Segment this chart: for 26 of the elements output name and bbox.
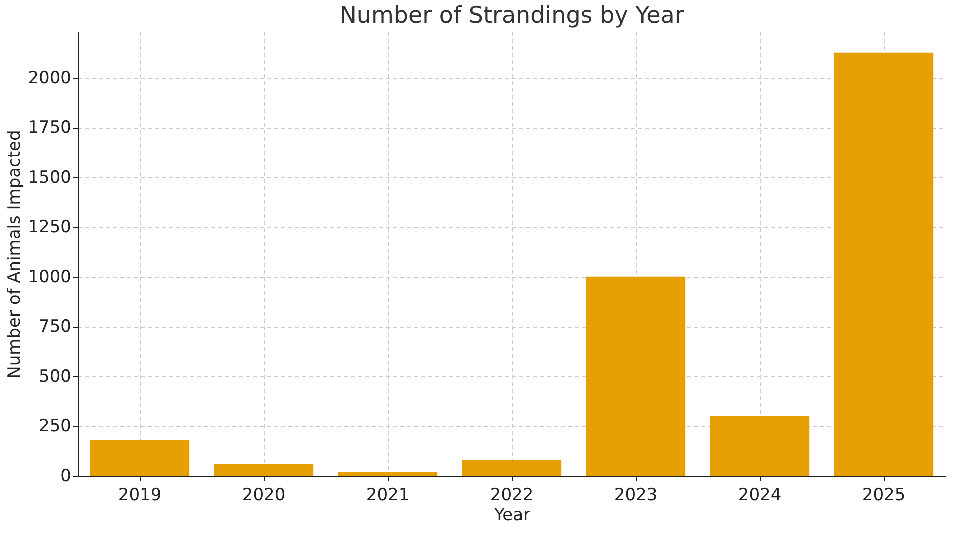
x-tick-label: 2019 [118,486,162,506]
bar [710,416,810,476]
y-tick-label: 1000 [28,267,72,288]
bar [90,440,190,476]
x-tick-label: 2020 [242,486,286,506]
bar [214,464,314,476]
y-tick-label: 1750 [28,118,72,138]
x-tick-label: 2023 [614,486,658,506]
y-tick-label: 500 [39,366,72,387]
x-tick-label: 2025 [862,486,906,506]
bar [338,472,438,476]
bar [834,52,934,476]
x-tick-label: 2024 [738,486,782,506]
bar [586,276,686,476]
chart-title: Number of Strandings by Year [340,3,685,29]
x-tick-label: 2022 [490,486,534,506]
y-axis-title: Number of Animals Impacted [5,130,26,379]
y-tick-label: 1500 [28,168,72,188]
y-tick-label: 0 [60,466,72,486]
y-tick-label: 2000 [28,68,72,88]
y-tick-label: 750 [39,317,72,338]
bar [462,460,562,476]
x-axis-title: Year [494,506,531,526]
x-tick-label: 2021 [366,486,410,506]
y-tick-label: 1250 [28,218,72,238]
y-tick-label: 250 [39,416,72,437]
